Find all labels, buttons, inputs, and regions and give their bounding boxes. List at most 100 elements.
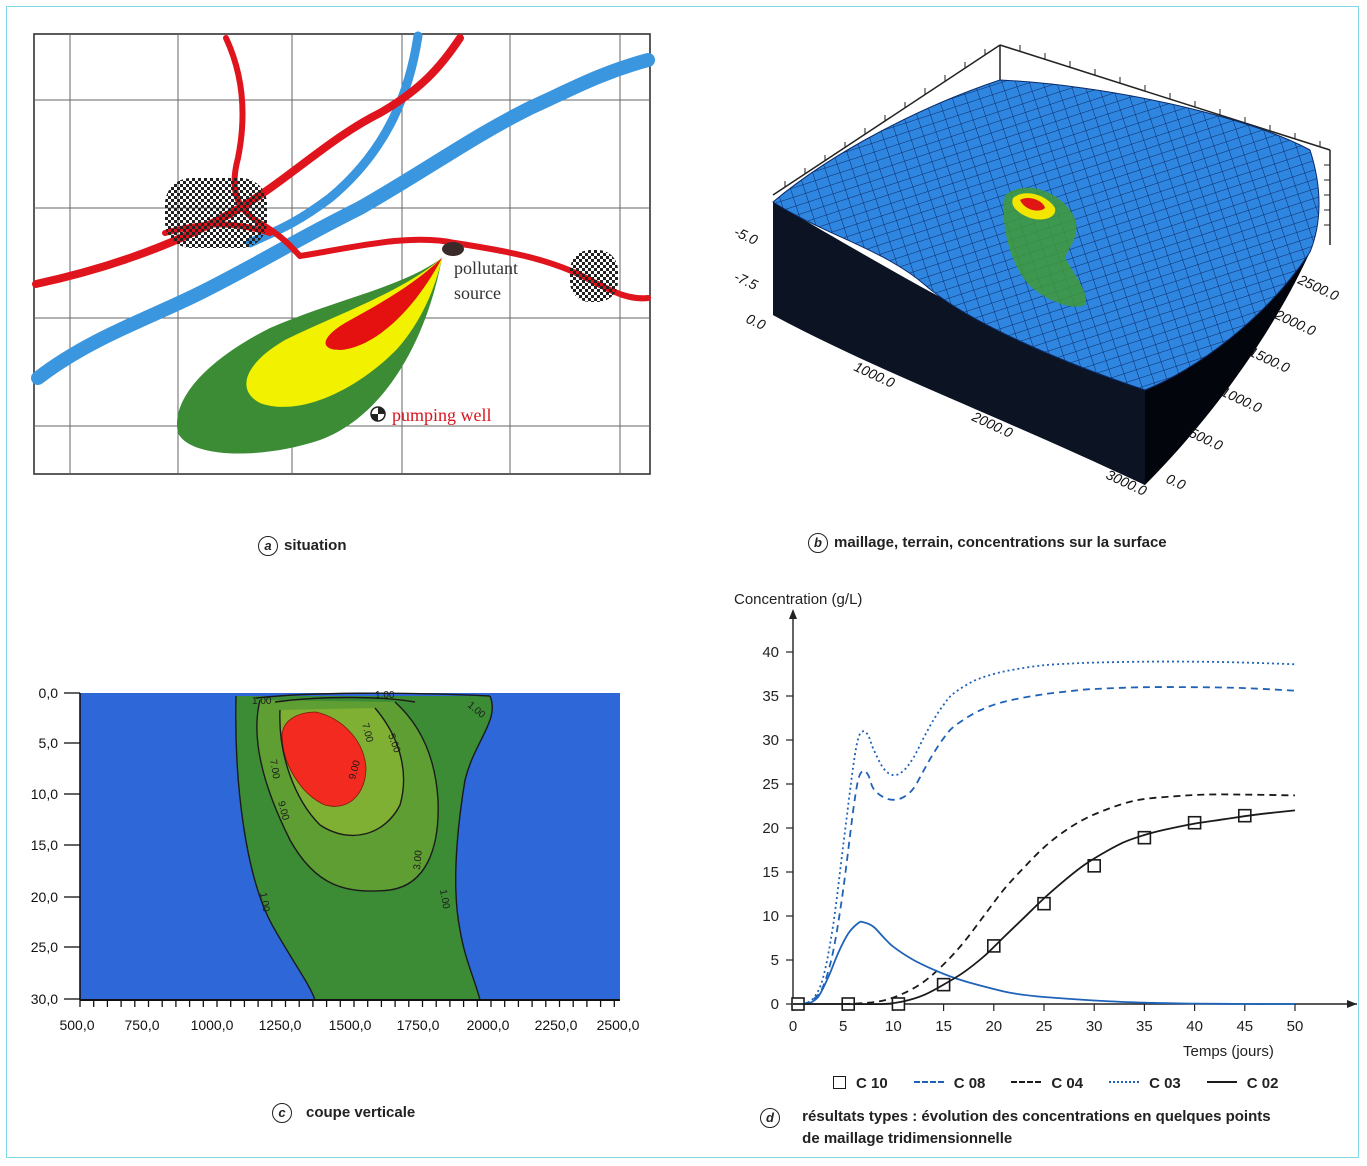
series-curve-5-line — [793, 809, 1296, 1006]
svg-text:0,0: 0,0 — [39, 685, 59, 701]
chart-legend: C 10 C 08 C 04 C 03 C 02 — [833, 1075, 1353, 1097]
x-tick-label: 45 — [1236, 1018, 1253, 1035]
chart-ylabel: Concentration (g/L) — [734, 591, 862, 608]
svg-text:5,0: 5,0 — [39, 735, 59, 751]
legend-item-c08: C 08 — [913, 1075, 986, 1092]
caption-d-letter: d — [760, 1108, 780, 1128]
mesh-3d-view: -5.0 -7.5 0.0 1000.0 2000.0 3000.0 0.0 5… — [732, 44, 1342, 499]
x-tick-label: 30 — [1086, 1018, 1103, 1035]
legend-item-c03: C 03 — [1109, 1075, 1181, 1092]
svg-text:10,0: 10,0 — [31, 786, 58, 802]
y-tick-label: 15 — [762, 864, 779, 881]
svg-text:1.00: 1.00 — [257, 892, 271, 914]
situation-map: pollutant source pumping well — [31, 31, 655, 475]
svg-text:1500,0: 1500,0 — [329, 1017, 372, 1033]
section-contours — [235, 692, 493, 1001]
caption-a-letter: a — [258, 536, 278, 556]
concentration-chart: Concentration (g/L) Temps (jours) 0 5 10 15… — [734, 591, 1357, 1060]
svg-text:1500.0: 1500.0 — [1247, 343, 1293, 376]
legend-label: C 10 — [856, 1075, 888, 1092]
legend-item-c04: C 04 — [1011, 1075, 1083, 1092]
x-minor-ticks — [79, 1000, 615, 1007]
section-x-ticks: 500,0 750,0 1000,0 1250,0 1500,0 1750,0 … — [59, 1017, 639, 1033]
svg-text:7.00: 7.00 — [359, 722, 375, 744]
series-c02-line — [807, 920, 1296, 1005]
series-c08-line — [802, 686, 1296, 1005]
svg-text:2500,0: 2500,0 — [597, 1017, 640, 1033]
svg-text:2500.0: 2500.0 — [1295, 271, 1342, 304]
x-tick-label: 10 — [885, 1018, 902, 1035]
mesh-depth-axis: -5.0 -7.5 0.0 — [732, 223, 769, 333]
x-tick-label: 20 — [985, 1018, 1002, 1035]
chart-axes — [789, 609, 1357, 1008]
page-frame — [6, 6, 1359, 1158]
section-y-ticks: 0,0 5,0 10,0 15,0 20,0 25,0 30,0 — [31, 685, 58, 1007]
box-outline — [772, 44, 1331, 245]
svg-text:-7.5: -7.5 — [732, 268, 761, 293]
y-axis-arrow — [789, 609, 797, 619]
caption-c-text: coupe verticale — [306, 1104, 416, 1121]
y-tick-label: 10 — [762, 908, 779, 925]
section-y-tick-marks — [64, 692, 80, 1000]
y-tick-label: 30 — [762, 732, 779, 749]
series-c04-line — [843, 793, 1296, 1005]
surface-concentration — [1003, 187, 1086, 307]
svg-text:9.00: 9.00 — [275, 800, 291, 822]
caption-d-line1: résultats types : évolution des concentr… — [802, 1108, 1271, 1125]
caption-c-letter: c — [272, 1103, 292, 1123]
x-tick-label: 0 — [789, 1018, 797, 1035]
series-c03-line — [802, 660, 1296, 1005]
svg-text:15,0: 15,0 — [31, 837, 58, 853]
svg-text:1250,0: 1250,0 — [259, 1017, 302, 1033]
y-tick-label: 35 — [762, 688, 779, 705]
x-tick-label: 15 — [935, 1018, 952, 1035]
x-tick-label: 25 — [1036, 1018, 1053, 1035]
y-tick-label: 25 — [762, 776, 779, 793]
svg-text:750,0: 750,0 — [124, 1017, 159, 1033]
caption-c: c coupe verticale — [272, 1103, 415, 1123]
pollution-plume — [176, 258, 442, 454]
svg-text:2000.0: 2000.0 — [1272, 306, 1319, 339]
svg-text:1.00: 1.00 — [375, 690, 395, 701]
box-ticks — [784, 45, 1330, 226]
caption-b: b maillage, terrain, concentrations sur l… — [808, 533, 1167, 553]
caption-b-text: maillage, terrain, concentrations sur la… — [834, 534, 1167, 551]
svg-text:9.00: 9.00 — [347, 759, 363, 781]
legend-label: C 08 — [953, 1075, 986, 1092]
svg-text:1.00: 1.00 — [437, 889, 451, 911]
legend-label: C 03 — [1149, 1075, 1181, 1092]
caption-d-line2: de maillage tridimensionnelle — [802, 1130, 1013, 1147]
chart-xlabel: Temps (jours) — [1183, 1043, 1274, 1060]
pollutant-source-marker — [442, 242, 464, 256]
x-tick-label: 40 — [1186, 1018, 1203, 1035]
series-c10-point — [891, 997, 906, 1011]
x-tick-label: 5 — [839, 1018, 847, 1035]
caption-b-letter: b — [808, 533, 828, 553]
legend-item-c10: C 10 — [833, 1075, 888, 1092]
svg-text:2000,0: 2000,0 — [467, 1017, 510, 1033]
legend-item-c02: C 02 — [1206, 1075, 1278, 1092]
svg-text:20,0: 20,0 — [31, 889, 58, 905]
svg-text:0.0: 0.0 — [744, 310, 769, 333]
town-markers — [165, 178, 618, 302]
vertical-section: 1.00 7.00 9.00 7.00 9.00 5.00 3.00 1.00 … — [31, 685, 640, 1033]
svg-text:7.00: 7.00 — [267, 759, 281, 781]
svg-text:25,0: 25,0 — [31, 939, 58, 955]
svg-text:30,0: 30,0 — [31, 991, 58, 1007]
pumping-well-label: pumping well — [392, 405, 492, 425]
svg-text:500.0: 500.0 — [1187, 424, 1226, 453]
caption-d: d résultats types : évolution des concen… — [760, 1106, 1271, 1150]
svg-text:1000,0: 1000,0 — [191, 1017, 234, 1033]
y-tick-label: 40 — [762, 644, 779, 661]
caption-a-text: situation — [284, 537, 347, 554]
svg-text:2250,0: 2250,0 — [535, 1017, 578, 1033]
svg-text:0.0: 0.0 — [1164, 470, 1189, 493]
x-tick-label: 35 — [1136, 1018, 1153, 1035]
pumping-well-icon — [370, 406, 386, 422]
svg-text:1.00: 1.00 — [252, 696, 272, 707]
svg-text:1750,0: 1750,0 — [397, 1017, 440, 1033]
chart-ticks: 0 5 10 15 20 25 30 35 40 45 50 0 5 10 15 20 25 30 35 40 — [762, 644, 1303, 1035]
svg-text:-5.0: -5.0 — [732, 223, 761, 248]
y-tick-label: 0 — [771, 996, 779, 1013]
caption-d-text: résultats types : évolution des concentr… — [802, 1106, 1270, 1150]
